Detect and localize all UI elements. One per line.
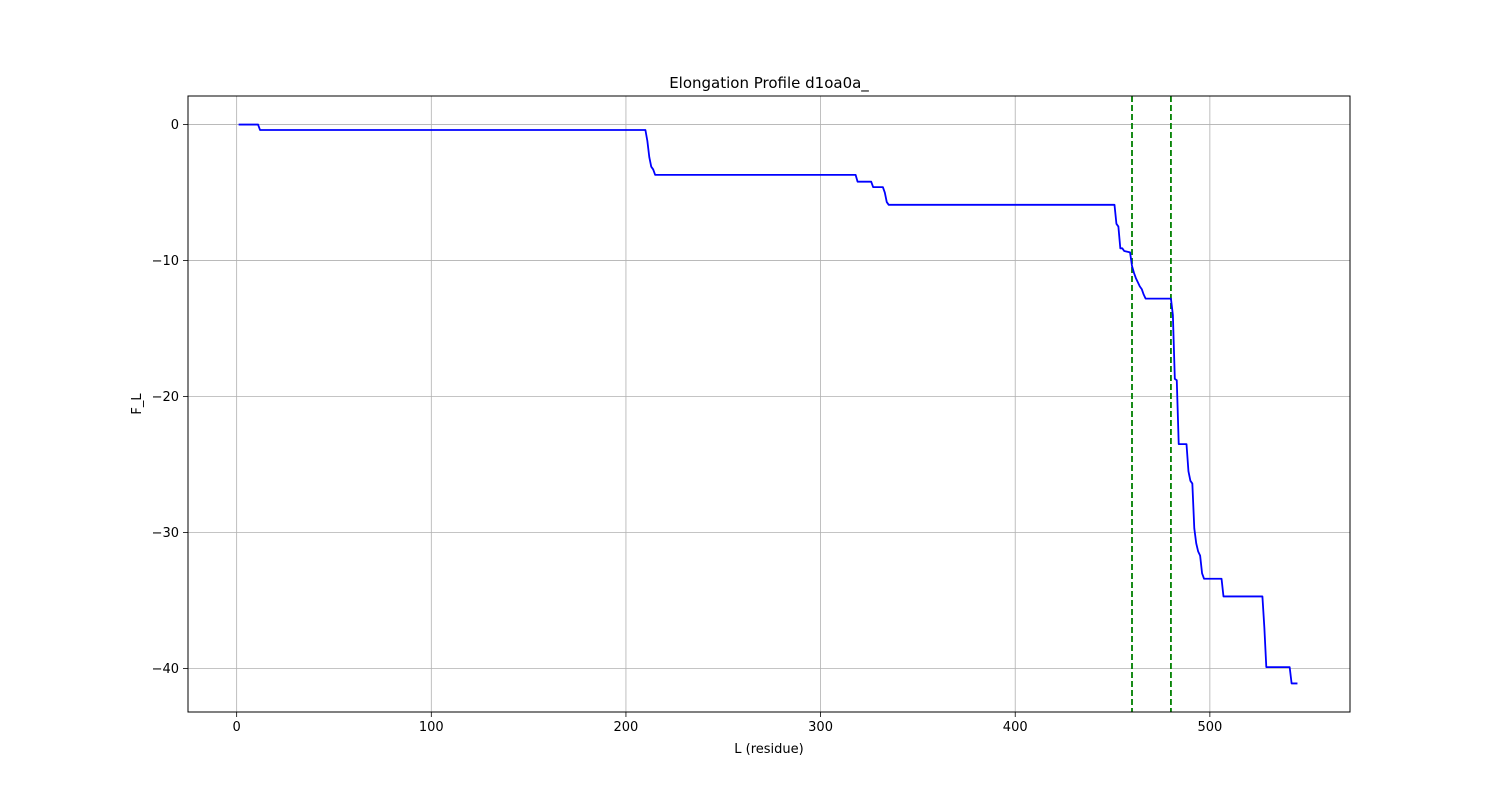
y-tick-label: −10	[152, 254, 179, 269]
x-tick-label: 300	[808, 720, 833, 735]
x-tick-label: 0	[233, 720, 241, 735]
y-tick-label: −30	[152, 526, 179, 541]
ticks: 0 100 200 300 400 500 0 −10 −20 −30 −40	[152, 118, 1223, 735]
x-tick-label: 200	[614, 720, 639, 735]
x-tick-label: 400	[1003, 720, 1028, 735]
x-tick-label: 100	[419, 720, 444, 735]
series-line	[238, 123, 1298, 685]
grid	[188, 96, 1350, 712]
chart-title: Elongation Profile d1oa0a_	[669, 74, 869, 93]
y-tick-label: −20	[152, 390, 179, 405]
plot-frame	[187, 95, 1351, 713]
x-tick-label: 500	[1197, 720, 1222, 735]
series-layer	[238, 123, 1298, 685]
y-tick-label: −40	[152, 662, 179, 677]
x-axis-label: L (residue)	[734, 742, 803, 757]
y-axis-label: F_L	[130, 393, 145, 415]
y-tick-label: 0	[171, 118, 179, 133]
marker-lines	[1131, 96, 1172, 712]
